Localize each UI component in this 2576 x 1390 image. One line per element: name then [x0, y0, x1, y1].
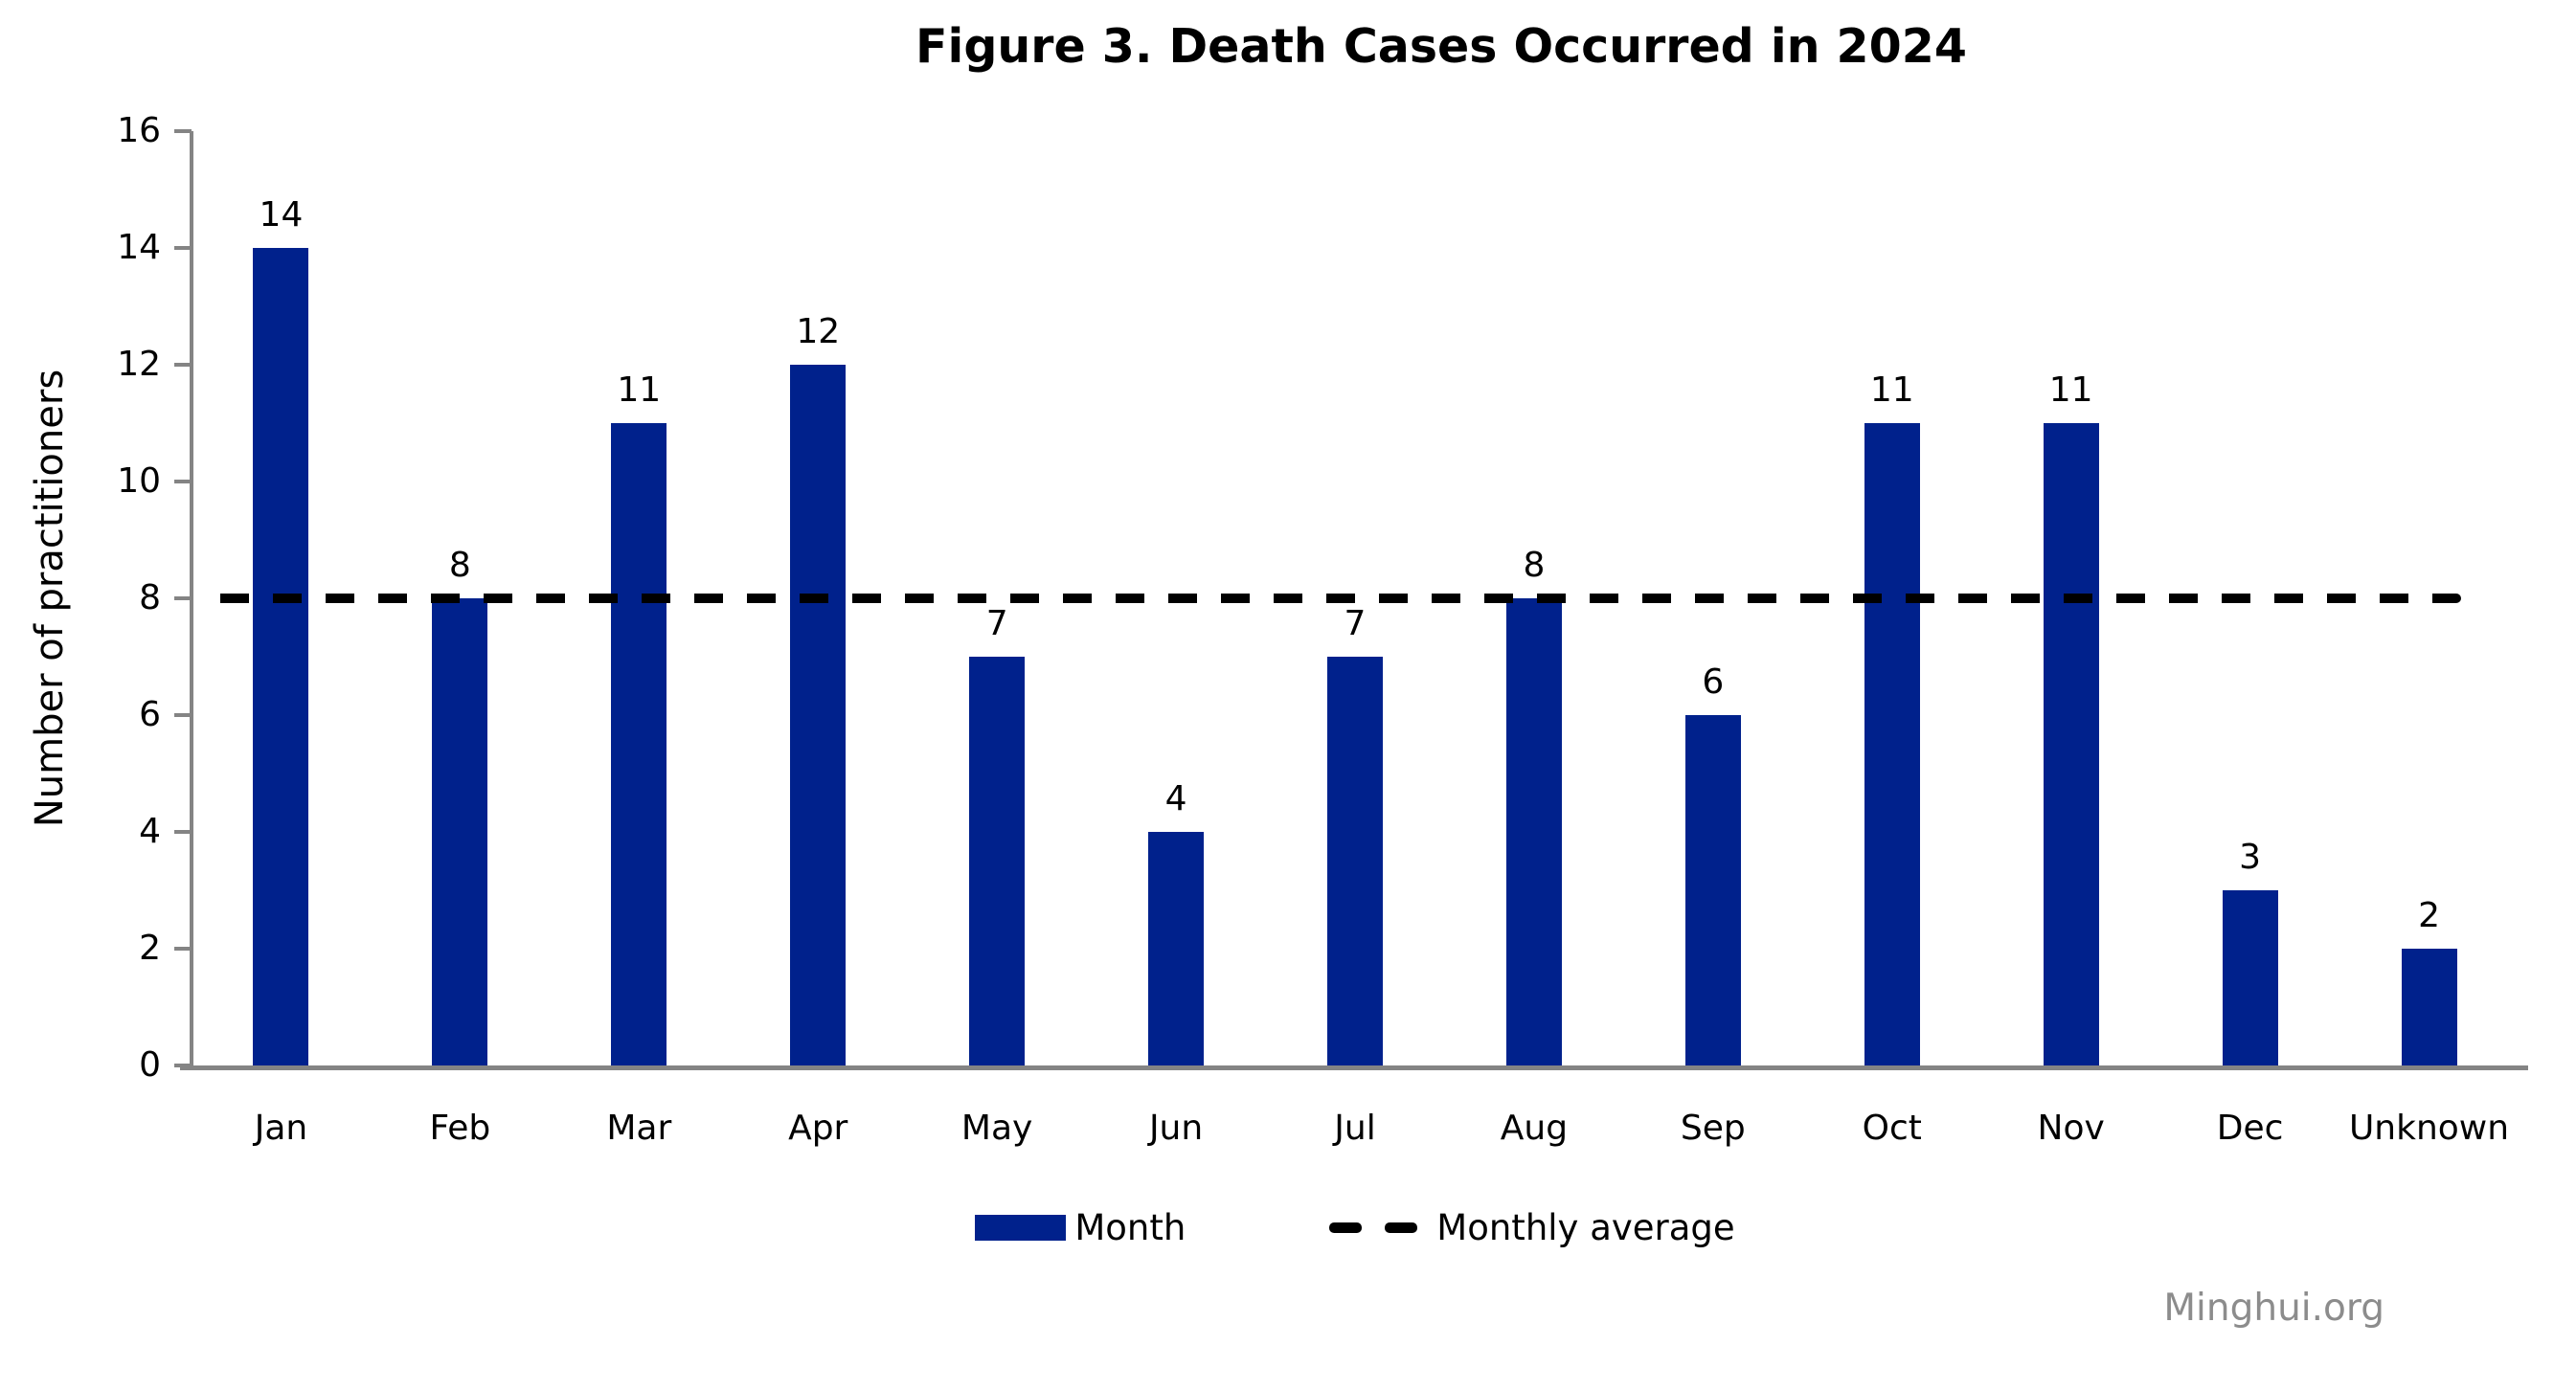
x-axis-label: Apr: [788, 1109, 848, 1148]
bar: [1505, 598, 1562, 1065]
y-tick-mark: [174, 129, 192, 133]
y-tick-label: 0: [139, 1045, 161, 1085]
y-tick-label: 10: [117, 461, 161, 501]
y-tick-mark: [174, 1064, 192, 1067]
bar-value-label: 8: [1523, 546, 1546, 585]
y-tick-label: 14: [117, 228, 161, 267]
y-tick-mark: [174, 713, 192, 717]
bar-value-label: 11: [2048, 370, 2093, 410]
bar: [253, 248, 309, 1065]
bar: [432, 598, 488, 1065]
x-axis-label: Dec: [2216, 1109, 2284, 1148]
y-axis-spine: [190, 131, 193, 1069]
bar: [1684, 715, 1741, 1065]
legend-item-average: Monthly average: [1329, 1206, 1735, 1248]
bar: [611, 423, 667, 1065]
x-axis-label: Unknown: [2348, 1109, 2510, 1148]
x-axis-label: Sep: [1680, 1109, 1746, 1148]
chart-title: Figure 3. Death Cases Occurred in 2024: [915, 19, 1967, 74]
bar-value-label: 12: [796, 312, 841, 351]
y-tick-mark: [174, 596, 192, 600]
bar: [2401, 949, 2457, 1065]
bar-value-label: 7: [985, 604, 1008, 643]
bar-value-label: 14: [259, 195, 304, 235]
x-axis-spine: [180, 1065, 2528, 1070]
bar-value-label: 2: [2418, 896, 2440, 935]
y-tick-label: 6: [139, 695, 161, 734]
bar-value-label: 4: [1164, 779, 1187, 818]
bar: [969, 657, 1026, 1065]
y-tick-label: 4: [139, 812, 161, 851]
x-axis-label: Feb: [429, 1109, 491, 1148]
y-tick-label: 16: [117, 111, 161, 150]
bar-value-label: 7: [1344, 604, 1367, 643]
y-tick-label: 8: [139, 578, 161, 617]
x-axis-label: Oct: [1862, 1109, 1922, 1148]
x-axis-label: Aug: [1500, 1109, 1569, 1148]
y-tick-label: 2: [139, 929, 161, 968]
y-tick-mark: [174, 947, 192, 951]
bar-value-label: 11: [1869, 370, 1914, 410]
bar-value-label: 11: [617, 370, 662, 410]
x-axis-label: Jul: [1334, 1109, 1376, 1148]
y-tick-mark: [174, 363, 192, 367]
x-axis-label: May: [960, 1109, 1033, 1148]
bar: [790, 365, 847, 1065]
bar: [1327, 657, 1383, 1065]
x-axis-label: Jun: [1148, 1109, 1204, 1148]
legend-item-month: Month: [975, 1207, 1186, 1248]
bar-value-label: 3: [2239, 838, 2262, 877]
y-tick-mark: [174, 830, 192, 834]
y-tick-mark: [174, 246, 192, 250]
bar: [2043, 423, 2099, 1065]
watermark: Minghui.org: [2163, 1287, 2384, 1330]
y-tick-label: 12: [117, 345, 161, 384]
x-axis-label: Nov: [2037, 1109, 2105, 1148]
legend-bar-swatch: [975, 1214, 1067, 1241]
legend-label-average: Monthly average: [1436, 1206, 1735, 1248]
x-axis-label: Jan: [254, 1109, 308, 1148]
legend: Month Monthly average: [192, 1202, 2519, 1252]
y-tick-mark: [174, 480, 192, 483]
average-line: [196, 594, 2461, 603]
bar: [2222, 890, 2278, 1065]
bar: [1148, 832, 1205, 1065]
legend-label-month: Month: [1074, 1206, 1186, 1248]
bar: [1864, 423, 1920, 1065]
x-axis-label: Mar: [606, 1109, 672, 1148]
legend-dash-swatch: [1329, 1222, 1418, 1233]
bar-value-label: 6: [1702, 662, 1725, 702]
bar-value-label: 8: [448, 546, 471, 585]
